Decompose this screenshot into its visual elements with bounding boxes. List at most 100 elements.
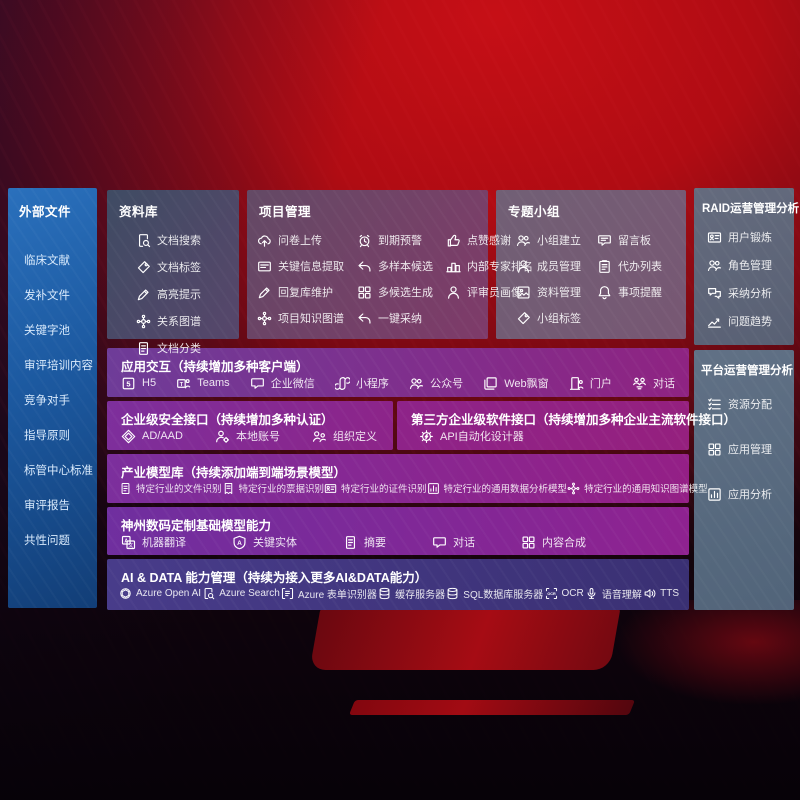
person-icon: [446, 285, 461, 300]
band-title: 神州数码定制基础模型能力: [121, 519, 272, 533]
people-icon: [707, 258, 722, 273]
feature-item: 应用管理: [707, 441, 794, 457]
feature-item: 项目知识图谱: [257, 310, 344, 326]
feature-list: 问卷上传 关键信息提取 回复库维护 项目知识图谱 到期预警 多样本候选 多候选生成 一键采纳 点…: [247, 220, 533, 326]
feature-item: 内部专家排名: [446, 258, 533, 274]
feature-item: 多候选生成: [357, 284, 433, 300]
clipboard-icon: [597, 259, 612, 274]
svg-text:5: 5: [126, 379, 130, 388]
card-icon: [257, 259, 272, 274]
doc-search-icon: [202, 587, 215, 600]
feature-item: 对话: [432, 534, 475, 550]
a-shield-icon: A: [232, 535, 247, 550]
feature-item: 留言板: [597, 232, 662, 248]
feature-list: 资源分配 应用管理 应用分析: [694, 378, 794, 502]
grid-icon: [521, 535, 536, 550]
custom-base-model-band: 神州数码定制基础模型能力 A 文机器翻译 A 关键实体 摘要 对话 内容合成: [107, 507, 689, 555]
podium-icon: [446, 259, 461, 274]
sidebar-item: 指导原则: [24, 429, 70, 442]
feature-item: SQL数据库服务器: [446, 586, 543, 601]
ai-data-capability-band: AI & DATA 能力管理（持续为接入更多AI&DATA能力） Azure O…: [107, 559, 689, 610]
db-icon: [446, 587, 459, 600]
api-icon: [419, 429, 434, 444]
industry-model-library-band: 产业模型库（持续添加端到端场景模型） 特定行业的文件识别 特定行业的票据识别 特定行…: [107, 454, 708, 504]
chat-icon: [250, 376, 265, 391]
band-title: 产业模型库（持续添加端到端场景模型）: [121, 466, 347, 480]
feature-item: A 文机器翻译: [121, 534, 186, 550]
panel-title: RAID运营管理分析: [702, 203, 800, 215]
feature-item: 对话: [632, 375, 675, 391]
shield-d-icon: [121, 429, 136, 444]
feature-item: Azure Open AI: [119, 587, 201, 600]
feature-item: Web飘窗: [483, 375, 549, 391]
network-icon: [136, 314, 151, 329]
feature-list: 用户锻炼 角色管理 采纳分析 问题趋势: [694, 216, 794, 329]
tts-icon: [643, 587, 656, 600]
feature-item: 5 H5: [121, 376, 156, 391]
qa-icon: [707, 286, 722, 301]
feature-item: 文档标签: [136, 259, 239, 275]
feature-item: Azure 表单识别器: [281, 586, 377, 601]
feature-item: 用户锻炼: [707, 229, 794, 245]
feature-item: 公众号: [409, 375, 463, 391]
thirdparty-software-api-band: 第三方企业级软件接口（持续增加多种企业主流软件接口） API自动化设计器: [397, 401, 737, 450]
sidebar-item: 关键字池: [24, 324, 70, 337]
org-icon: [312, 429, 327, 444]
enterprise-security-api-band: 企业级安全接口（持续增加多种认证） AD/AAD 本地账号 组织定义: [107, 401, 393, 450]
mic-icon: [585, 587, 598, 600]
feature-item: 缓存服务器: [378, 586, 445, 601]
thumb-icon: [446, 233, 461, 248]
feature-item: 成员管理: [516, 258, 581, 274]
band-title: 应用交互（持续增加多种客户端）: [121, 360, 309, 374]
bbs-icon: [597, 233, 612, 248]
feature-item: 回复库维护: [257, 284, 344, 300]
feature-item: Azure Search: [202, 587, 280, 600]
sidebar-item: 审评培训内容: [24, 359, 93, 372]
feature-item: 评审员画像: [446, 284, 533, 300]
feature-item: 组织定义: [312, 428, 377, 444]
background-right-glow: [570, 600, 800, 740]
feature-item: A 关键实体: [232, 534, 297, 550]
person-icon: [516, 259, 531, 274]
feature-item: 关系图谱: [136, 313, 239, 329]
feature-item: API自动化设计器: [419, 428, 524, 444]
platform-operation-analysis-panel: 平台运营管理分析 资源分配 应用管理 应用分析: [694, 350, 794, 610]
idcard-icon: [707, 230, 722, 245]
chart-box-icon: [427, 482, 440, 495]
feature-list: 小组建立 成员管理 资料管理 小组标签 留言板 代办列表 事项提醒: [496, 220, 686, 326]
feature-item: 小程序: [334, 375, 389, 391]
panel-title: 外部文件: [19, 205, 72, 219]
people-icon: [516, 233, 531, 248]
feature-item: 多样本候选: [357, 258, 433, 274]
doc-icon: [343, 535, 358, 550]
album-icon: [516, 285, 531, 300]
feature-item: 一键采纳: [357, 310, 433, 326]
feature-item: 小组标签: [516, 310, 581, 326]
feature-item: 特定行业的通用数据分析模型: [427, 481, 567, 495]
receipt-icon: [222, 482, 235, 495]
chat-icon: [432, 535, 447, 550]
dialog-icon: [632, 376, 647, 391]
panel-title: 资料库: [119, 205, 159, 219]
panel-title: 平台运营管理分析: [701, 365, 793, 377]
feature-item: 资料管理: [516, 284, 581, 300]
h5-icon: 5: [121, 376, 136, 391]
band-title: 企业级安全接口（持续增加多种认证）: [121, 413, 334, 427]
external-files-panel: 外部文件 临床文献 发补文件 关键字池 审评培训内容 竞争对手 指导原则 标管中心标准 审评报…: [8, 188, 97, 608]
person-gear-icon: [215, 429, 230, 444]
feature-list: 特定行业的文件识别 特定行业的票据识别 特定行业的证件识别 特定行业的通用数据分析模型…: [107, 481, 708, 504]
band-title: AI & DATA 能力管理（持续为接入更多AI&DATA能力）: [121, 571, 428, 585]
feature-item: 本地账号: [215, 428, 280, 444]
feature-item: 文档分类: [136, 340, 239, 356]
feature-item: 高亮提示: [136, 286, 239, 302]
feature-item: TTS: [643, 587, 679, 600]
band-title: 第三方企业级软件接口（持续增加多种企业主流软件接口）: [411, 413, 737, 427]
sidebar-item: 临床文献: [24, 254, 70, 267]
grid-icon: [707, 442, 722, 457]
idcard-icon: [324, 482, 337, 495]
list-icon: [707, 397, 722, 412]
sidebar-item: 共性问题: [24, 534, 70, 547]
feature-item: 门户: [569, 375, 612, 391]
feature-item: 点赞感谢: [446, 232, 533, 248]
